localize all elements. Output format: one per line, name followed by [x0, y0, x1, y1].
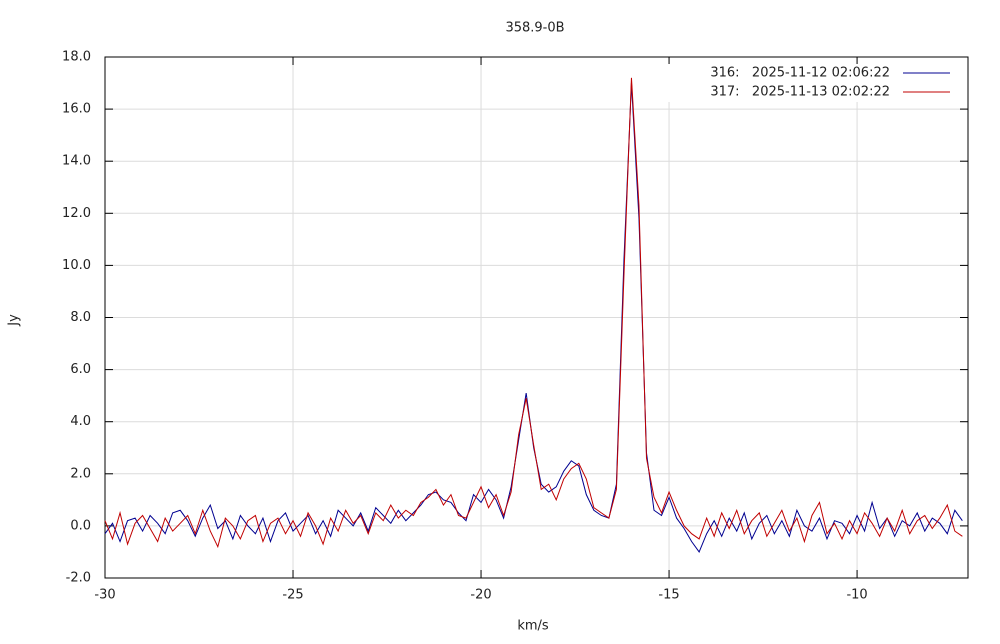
- y-tick-label: 10.0: [62, 258, 91, 273]
- y-tick-label: 12.0: [62, 206, 91, 221]
- y-tick-label: 2.0: [70, 466, 91, 481]
- legend-label: 316: 2025-11-12 02:06:22: [710, 66, 890, 81]
- x-tick-label: -25: [282, 588, 303, 603]
- legend-background: [660, 64, 950, 83]
- y-tick-label: 18.0: [62, 50, 91, 65]
- x-tick-label: -30: [94, 588, 115, 603]
- series-line: [104, 77, 963, 549]
- y-tick-label: 8.0: [70, 310, 91, 325]
- chart-title: 358.9-0B: [505, 21, 564, 36]
- legend-background: [660, 83, 950, 102]
- x-tick-label: -20: [470, 588, 491, 603]
- x-tick-label: -15: [658, 588, 679, 603]
- x-tick-label: -10: [846, 588, 867, 603]
- y-axis-label: Jy: [7, 314, 22, 327]
- y-tick-label: 6.0: [70, 362, 91, 377]
- y-tick-label: 0.0: [70, 518, 91, 533]
- legend-label: 317: 2025-11-13 02:02:22: [710, 85, 890, 100]
- y-tick-label: 4.0: [70, 414, 91, 429]
- y-tick-label: 16.0: [62, 102, 91, 117]
- plot-frame: [104, 56, 969, 579]
- y-tick-label: -2.0: [66, 571, 91, 586]
- x-axis-label: km/s: [517, 619, 549, 634]
- y-tick-label: 14.0: [62, 154, 91, 169]
